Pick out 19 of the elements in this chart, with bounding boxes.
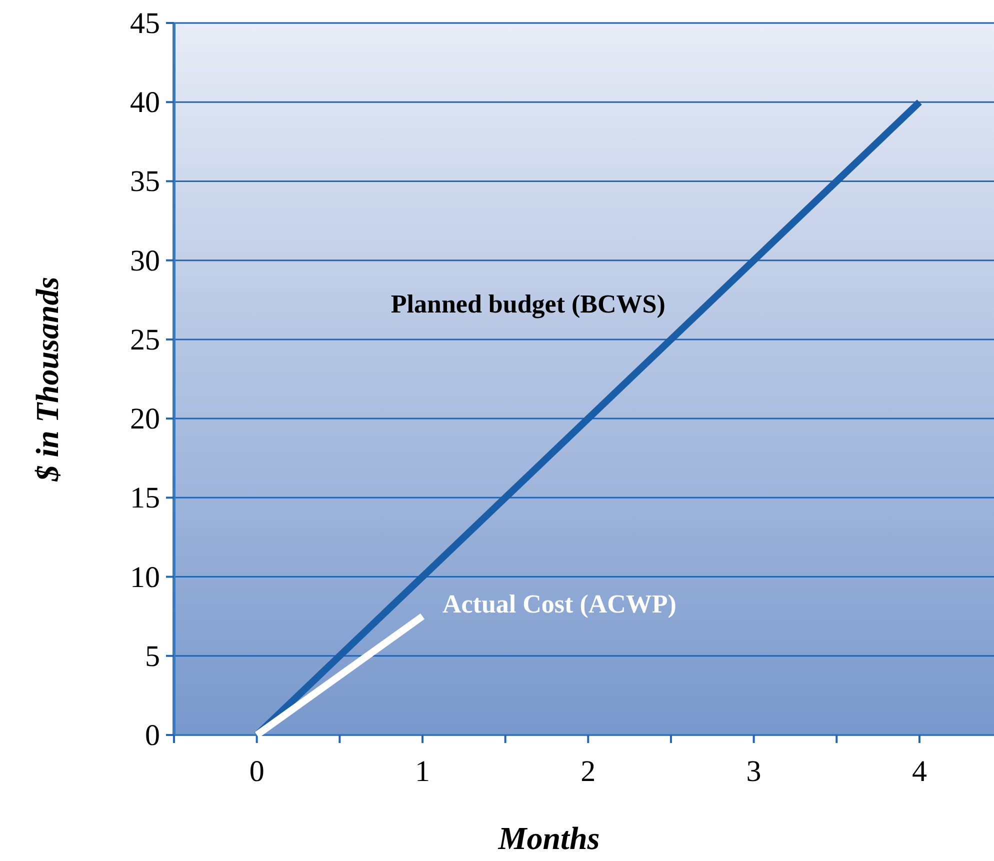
- x-tick-label: 1: [414, 755, 430, 788]
- y-tick-label: 45: [130, 7, 160, 40]
- x-tick-label: 0: [249, 755, 264, 788]
- y-tick-label: 0: [145, 719, 160, 752]
- y-tick-label: 40: [130, 86, 160, 120]
- x-tick-label: 3: [746, 755, 762, 788]
- y-tick-label: 15: [130, 482, 160, 515]
- y-tick-label: 20: [130, 402, 160, 436]
- y-axis-title: $ in Thousands: [29, 276, 65, 482]
- y-tick-label: 35: [130, 165, 160, 198]
- x-tick-label: 2: [580, 755, 596, 788]
- y-tick-label: 30: [130, 244, 160, 278]
- y-tick-label: 25: [130, 323, 160, 356]
- series-label: Planned budget (BCWS): [390, 290, 666, 319]
- y-tick-label: 5: [145, 640, 160, 673]
- series-label: Actual Cost (ACWP): [442, 589, 676, 618]
- x-tick-label: 4: [912, 755, 927, 788]
- y-tick-label: 10: [130, 560, 160, 594]
- x-axis-title: Months: [497, 820, 600, 856]
